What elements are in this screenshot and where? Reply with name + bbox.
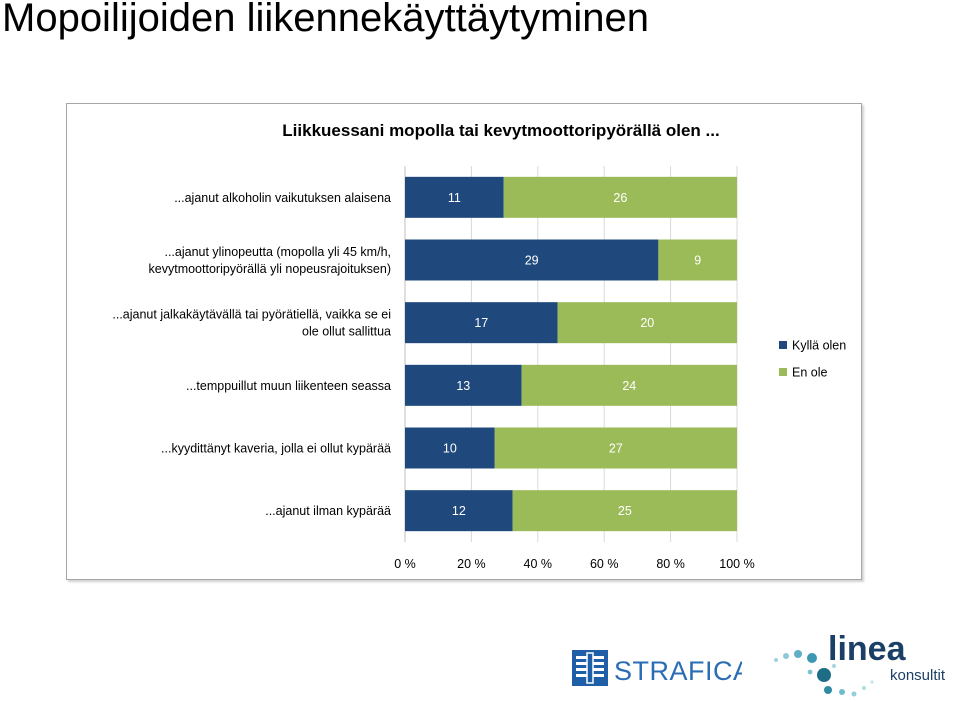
linea-konsultit-logo: linea konsultit	[774, 630, 946, 697]
category-label: ...ajanut alkoholin vaikutuksen alaisena	[174, 191, 391, 205]
bar-segment-en-ole	[658, 239, 737, 281]
x-tick-label: 100 %	[719, 557, 754, 571]
data-label: 10	[443, 442, 457, 456]
stacked-bar-chart: Liikkuessani mopolla tai kevytmoottoripy…	[112, 121, 846, 571]
bar-segment-kylla-olen	[405, 427, 495, 469]
slide-title: Mopoilijoiden liikennekäyttäytyminen	[2, 0, 650, 40]
data-label: 20	[640, 316, 654, 330]
data-label: 29	[525, 254, 539, 268]
data-label: 26	[613, 191, 627, 205]
bar-segment-kylla-olen	[405, 364, 522, 406]
strafica-logo-icon	[572, 650, 608, 686]
x-tick-label: 40 %	[524, 557, 553, 571]
legend-swatch	[779, 341, 787, 349]
legend-label: Kyllä olen	[792, 339, 846, 353]
x-tick-label: 0 %	[394, 557, 416, 571]
category-label: ...temppuillut muun liikenteen seassa	[186, 379, 391, 393]
x-tick-label: 60 %	[590, 557, 619, 571]
bar-segment-kylla-olen	[405, 239, 659, 281]
bar-segment-en-ole	[557, 302, 737, 344]
category-label: kevytmoottoripyörällä yli nopeusrajoituk…	[149, 262, 391, 276]
bar-segment-kylla-olen	[405, 490, 513, 532]
strafica-logo: STRAFICA	[572, 650, 742, 686]
data-label: 27	[609, 442, 623, 456]
chart-frame: Liikkuessani mopolla tai kevytmoottoripy…	[66, 103, 862, 580]
data-label: 24	[622, 379, 636, 393]
bar-segment-en-ole	[521, 364, 737, 406]
bar-segment-kylla-olen	[405, 176, 504, 218]
data-label: 9	[694, 254, 701, 268]
bar-segment-en-ole	[503, 176, 737, 218]
data-label: 25	[618, 504, 632, 518]
bar-segment-en-ole	[512, 490, 737, 532]
data-label: 11	[448, 191, 461, 205]
konsultit-logo-text: konsultit	[890, 667, 946, 684]
linea-logo-text: linea	[828, 630, 907, 668]
category-label: ...kyydittänyt kaveria, jolla ei ollut k…	[161, 442, 391, 456]
category-label: ole ollut sallittua	[302, 325, 391, 339]
category-label: ...ajanut ylinopeutta (mopolla yli 45 km…	[164, 245, 391, 259]
data-label: 13	[456, 379, 470, 393]
legend-swatch	[779, 368, 787, 376]
bar-segment-en-ole	[494, 427, 737, 469]
chart-title: Liikkuessani mopolla tai kevytmoottoripy…	[282, 121, 719, 140]
x-tick-label: 20 %	[457, 557, 486, 571]
data-label: 12	[452, 504, 466, 518]
category-label: ...ajanut jalkakäytävällä tai pyörätiell…	[112, 308, 391, 322]
linea-dots-icon	[774, 650, 874, 697]
category-label: ...ajanut ilman kypärää	[265, 504, 391, 518]
legend-label: En ole	[792, 366, 827, 380]
x-tick-label: 80 %	[656, 557, 685, 571]
data-label: 17	[474, 316, 488, 330]
bar-segment-kylla-olen	[405, 302, 558, 344]
strafica-logo-text: STRAFICA	[614, 656, 742, 686]
